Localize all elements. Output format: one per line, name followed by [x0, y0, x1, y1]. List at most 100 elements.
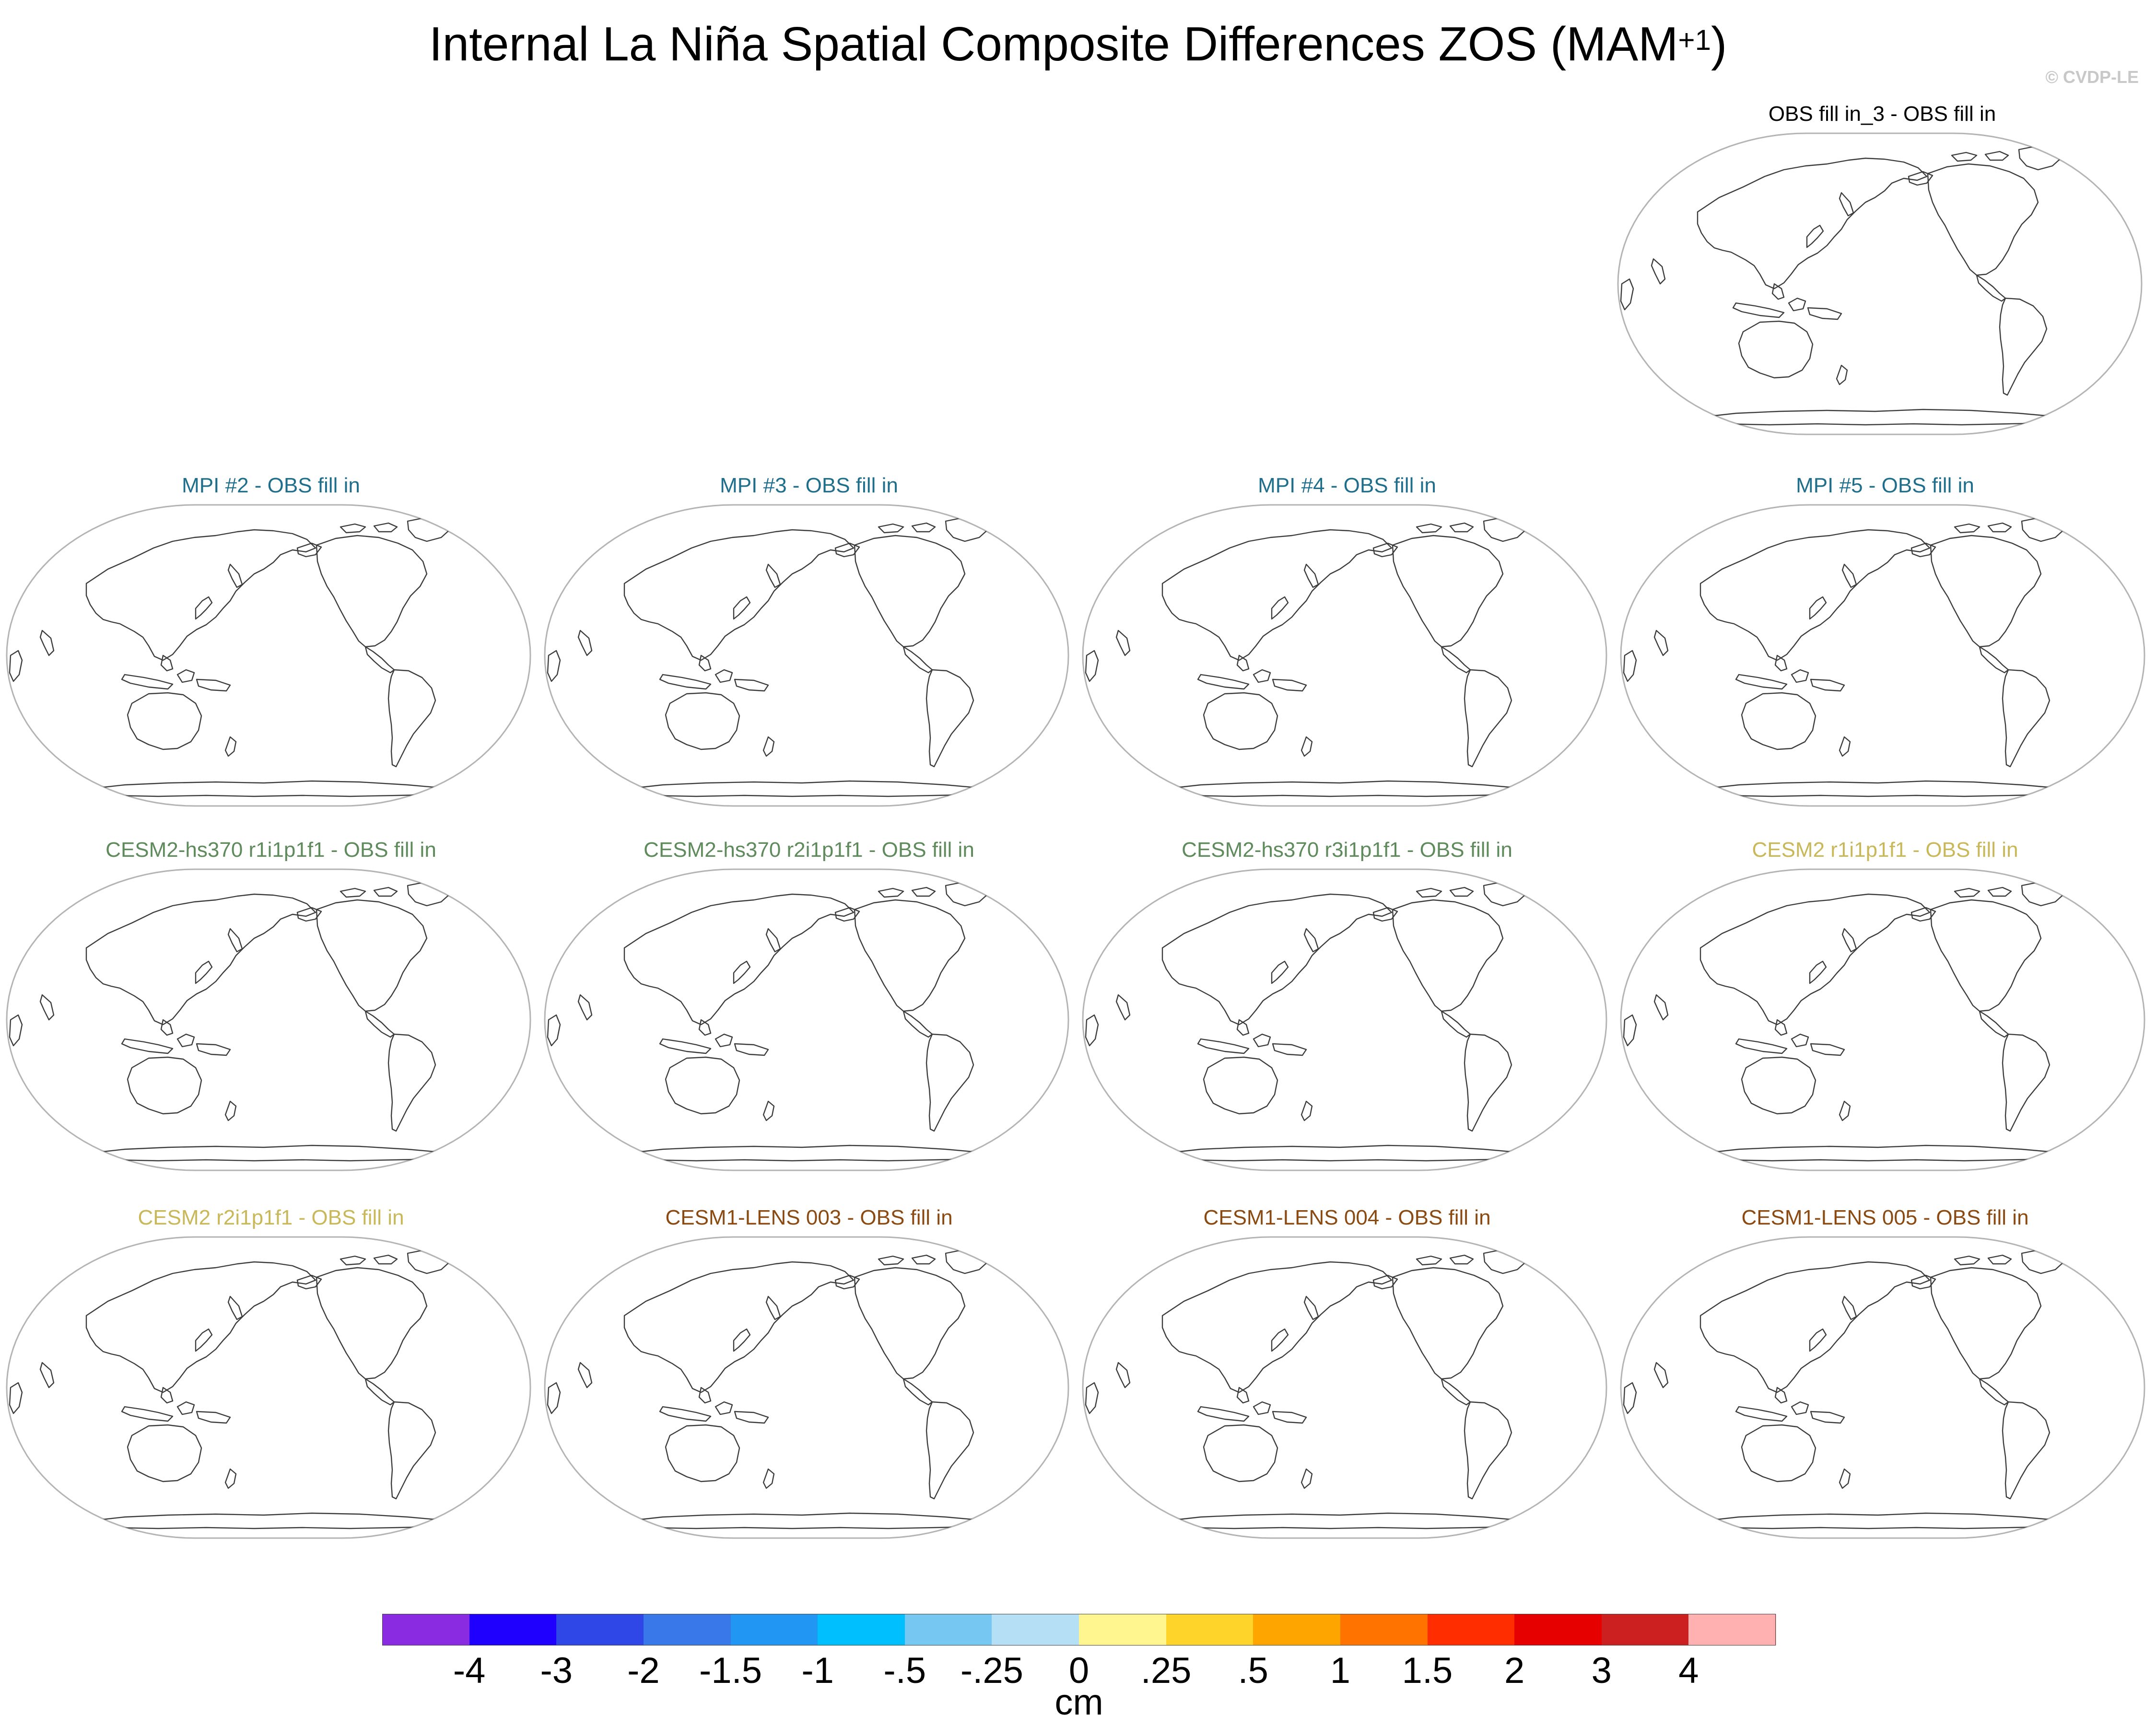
colorbar-box [992, 1614, 1079, 1645]
colorbar-tick-label: -2 [627, 1650, 660, 1691]
coastline [224, 1100, 237, 1121]
coastline [715, 1401, 733, 1415]
map-frame [6, 868, 531, 1171]
map-panel: CESM2 r1i1p1f1 - OBS fill in [1619, 837, 2151, 1182]
coastline [1303, 928, 1319, 953]
coastline [1372, 907, 1398, 922]
coastline [834, 907, 860, 922]
colorbar-tick-label: -4 [453, 1650, 486, 1691]
coastline [1774, 654, 1788, 672]
coastline [1271, 1328, 1289, 1352]
coastline [121, 674, 174, 690]
coastline [296, 907, 322, 922]
coastline [1464, 1033, 1512, 1132]
coastline [1651, 258, 1666, 285]
map-frame [1620, 504, 2145, 807]
coastline [387, 1401, 436, 1500]
coastline [1416, 1255, 1442, 1266]
coastline [1301, 736, 1313, 757]
coastline [1653, 1362, 1669, 1389]
coastline [765, 1295, 781, 1320]
map-outline [544, 504, 1069, 807]
coastline [878, 887, 904, 898]
coastline [715, 1033, 733, 1048]
coastline [1197, 1406, 1250, 1422]
map-panel: CESM2 r2i1p1f1 - OBS fill in [5, 1204, 537, 1550]
coastline [1987, 887, 2012, 897]
coastline [1910, 542, 1936, 558]
coastline [2002, 1033, 2051, 1132]
map-outline [1082, 504, 1607, 807]
coastline [911, 522, 936, 533]
coastline [373, 887, 398, 897]
colorbar-tick-label: -1.5 [699, 1650, 762, 1691]
coastline [373, 522, 398, 533]
coastline [734, 1411, 769, 1424]
coastline [1236, 1387, 1250, 1404]
coastline [1732, 302, 1785, 318]
coastline [1927, 163, 2039, 276]
map-outline [6, 1236, 531, 1539]
colorbar-tick-label: -3 [540, 1650, 573, 1691]
coastline [160, 1019, 174, 1036]
coastline [1236, 1019, 1250, 1036]
coastline [1416, 887, 1442, 898]
coastline [1839, 736, 1851, 757]
coastline [387, 669, 436, 768]
coastline [1372, 542, 1398, 558]
coastline [39, 994, 55, 1021]
map-frame [1620, 868, 2145, 1171]
coastlines [1620, 145, 2063, 426]
coastline [911, 887, 936, 897]
coastline [762, 1100, 775, 1121]
colorbar-box [1688, 1614, 1776, 1645]
coastline [387, 1033, 436, 1132]
colorbar-tick-label: 4 [1678, 1650, 1699, 1691]
coastline [1272, 678, 1307, 692]
coastline [1735, 674, 1788, 690]
map-outline [1620, 1236, 2145, 1539]
coastline [1620, 278, 1634, 311]
panel-title: MPI #2 - OBS fill in [182, 474, 360, 497]
coastline [1085, 1382, 1099, 1414]
colorbar-box [904, 1614, 992, 1645]
title-superscript: +1 [1678, 24, 1711, 56]
coastline [2002, 669, 2051, 768]
map-panel: CESM2-hs370 r3i1p1f1 - OBS fill in [1081, 837, 1613, 1182]
map-panel: MPI #2 - OBS fill in [5, 472, 537, 817]
coastline [1979, 1010, 2009, 1038]
coastline [296, 1274, 322, 1290]
coastline [1771, 283, 1785, 300]
coastline [1272, 1411, 1307, 1424]
coastline [623, 893, 855, 1026]
coastline [577, 994, 593, 1021]
coastline [9, 1014, 23, 1047]
coastline [911, 1254, 936, 1265]
coastline [1699, 1261, 1931, 1393]
colorbar-box [1079, 1614, 1167, 1645]
coastline [1999, 297, 2048, 396]
map-outline [6, 868, 531, 1171]
coastline [1449, 1254, 1474, 1265]
coastline [1441, 646, 1471, 674]
colorbar-tick-label: 0 [1068, 1650, 1090, 1691]
panel-title: CESM2 r2i1p1f1 - OBS fill in [138, 1206, 404, 1229]
colorbar-tick-label: -.5 [883, 1650, 926, 1691]
coastline [698, 1387, 712, 1404]
map-outline [1082, 868, 1607, 1171]
colorbar-box [1166, 1614, 1254, 1645]
coastline [1203, 1424, 1278, 1482]
coastline [765, 928, 781, 953]
coastline [195, 960, 213, 984]
coastline [1236, 654, 1250, 672]
coastline [1253, 1401, 1271, 1415]
coastline [1809, 960, 1827, 984]
coastline [1449, 887, 1474, 897]
panel-title: CESM2-hs370 r2i1p1f1 - OBS fill in [644, 838, 974, 862]
coastline [1930, 535, 2042, 648]
map-panel: MPI #3 - OBS fill in [543, 472, 1075, 817]
coastline [854, 1267, 966, 1380]
coastline [547, 1382, 561, 1414]
coastline [1979, 646, 2009, 674]
coastline [85, 893, 316, 1026]
